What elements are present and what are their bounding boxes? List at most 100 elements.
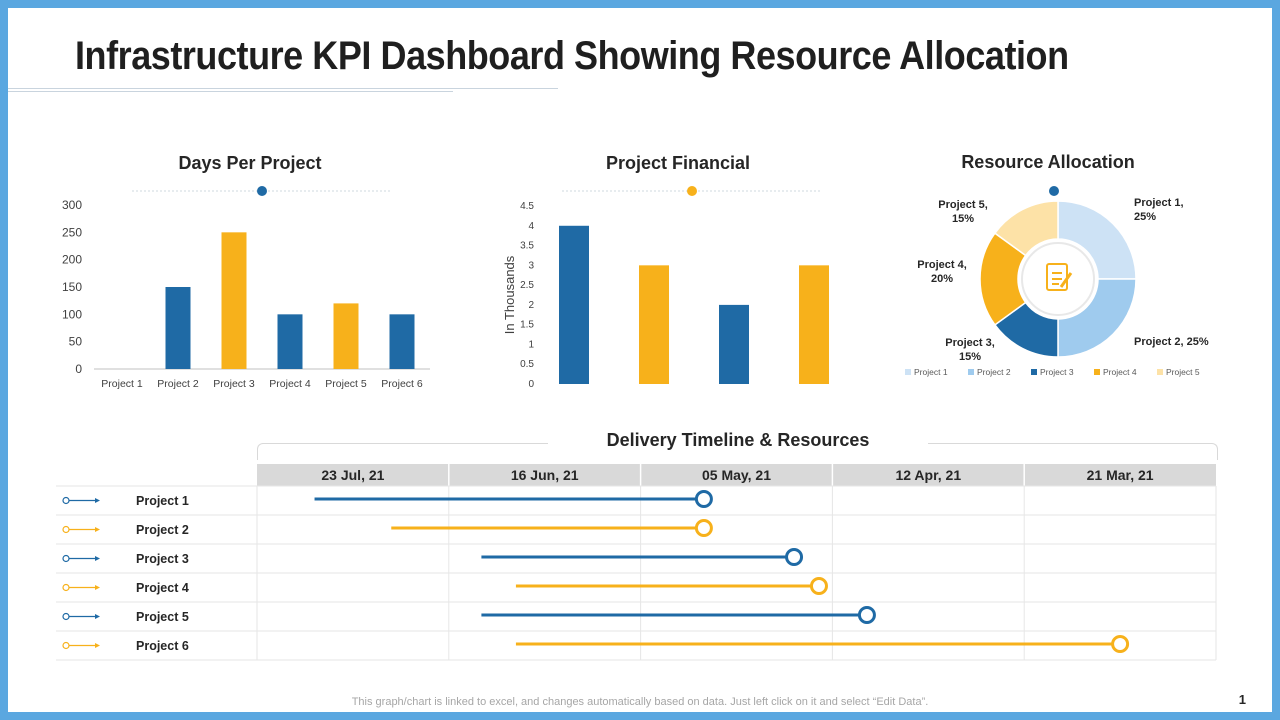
y-tick-label: 0 — [528, 379, 534, 390]
row-marker-dot — [62, 525, 70, 534]
bar-1 — [559, 225, 589, 384]
column-header: 23 Jul, 21 — [321, 467, 384, 483]
column-header: 05 May, 21 — [702, 467, 771, 483]
row-label: Project 4 — [136, 581, 189, 595]
bar-2 — [639, 265, 669, 384]
legend-swatch — [968, 369, 974, 375]
slice-project-1 — [1057, 200, 1137, 280]
slice-project-5 — [993, 200, 1059, 257]
row-marker-arrow — [95, 614, 100, 619]
y-tick-label: 100 — [62, 307, 82, 321]
document-icon-pen — [1059, 272, 1073, 288]
row-label: Project 2 — [136, 523, 189, 537]
row-label: Project 3 — [136, 552, 189, 566]
x-tick-label: Project 3 — [213, 378, 255, 390]
legend-swatch — [905, 369, 911, 375]
x-tick-label: Project 2 — [157, 378, 199, 390]
column-header: 21 Mar, 21 — [1087, 467, 1154, 483]
data-label-5: Project 5, 15% — [938, 199, 988, 225]
bar-4 — [799, 265, 829, 384]
legend-label: Project 2 — [977, 367, 1011, 377]
row-marker-arrow — [95, 643, 100, 648]
row-marker-dot — [62, 612, 70, 621]
resource-allocation-chart[interactable]: Project 1, 25% Project 2, 25% Project 3, 15%… — [888, 173, 1248, 413]
days-per-project-title: Days Per Project — [178, 153, 322, 173]
page-number: 1 — [1238, 692, 1246, 707]
y-tick-label: 50 — [69, 335, 83, 349]
y-tick-label: 2.5 — [520, 280, 534, 291]
row-label: Project 5 — [136, 610, 189, 624]
timeline-end-marker-5 — [857, 606, 876, 624]
timeline-title: Delivery Timeline & Resources — [548, 430, 928, 451]
bar-project-6 — [389, 314, 415, 369]
bar-project-3 — [221, 232, 247, 369]
title-marker-dot — [1049, 186, 1059, 196]
y-tick-label: 250 — [62, 225, 82, 239]
legend-label: Project 3 — [1040, 367, 1074, 377]
document-icon — [1046, 263, 1073, 291]
row-label: Project 1 — [136, 494, 189, 508]
row-marker-arrow — [95, 498, 100, 503]
title-underline — [8, 88, 558, 89]
title-marker-dot — [257, 186, 267, 196]
x-tick-label: Project 6 — [381, 378, 423, 390]
days-per-project-chart[interactable]: 0 50 100 150 200 250 300 Project 1 Project 2 Proj… — [48, 178, 448, 418]
data-label-3: Project 3, 15% — [945, 337, 995, 363]
timeline-header — [257, 464, 1216, 486]
y-tick-label: 3 — [528, 260, 534, 271]
legend-swatch — [1094, 369, 1100, 375]
timeline-end-marker-3 — [785, 548, 804, 566]
data-label-4: Project 4, 20% — [917, 259, 967, 285]
bar-project-4 — [277, 314, 303, 369]
y-tick-label: 1.5 — [520, 320, 534, 331]
column-header: 12 Apr, 21 — [895, 467, 961, 483]
legend-swatch — [1031, 369, 1037, 375]
timeline-end-marker-2 — [694, 519, 713, 537]
row-marker-dot — [62, 583, 70, 592]
title-marker-dot — [687, 186, 697, 196]
row-label: Project 6 — [136, 639, 189, 653]
bar-project-5 — [333, 303, 359, 369]
data-label-1: Project 1, 25% — [1134, 197, 1184, 223]
y-tick-label: 2 — [528, 300, 534, 311]
page-title: Infrastructure KPI Dashboard Showing Res… — [75, 34, 1069, 78]
row-marker-arrow — [95, 556, 100, 561]
legend-label: Project 1 — [914, 367, 948, 377]
project-financial-chart[interactable]: 0 0.5 1 1.5 2 2.5 3 3.5 4 4.5 In Thousands — [478, 178, 878, 418]
x-tick-label: Project 5 — [325, 378, 367, 390]
y-tick-label: 1 — [528, 339, 534, 350]
legend-swatch — [1157, 369, 1163, 375]
timeline-end-marker-6 — [1111, 635, 1130, 653]
slice-project-2 — [1057, 278, 1137, 358]
bar-project-2 — [165, 287, 191, 369]
column-header: 16 Jun, 21 — [511, 467, 579, 483]
y-tick-label: 0.5 — [520, 359, 534, 370]
slide: Infrastructure KPI Dashboard Showing Res… — [8, 8, 1272, 712]
legend-label: Project 4 — [1103, 367, 1137, 377]
bar-3 — [719, 304, 749, 384]
project-financial-title: Project Financial — [605, 153, 751, 173]
timeline-end-marker-4 — [809, 577, 828, 595]
legend-label: Project 5 — [1166, 367, 1200, 377]
y-tick-label: 4 — [528, 221, 534, 232]
data-label-2: Project 2, 25% — [1134, 336, 1209, 348]
y-tick-label: 3.5 — [520, 241, 534, 252]
row-marker-arrow — [95, 585, 100, 590]
x-tick-label: Project 4 — [269, 378, 311, 390]
row-marker-dot — [62, 496, 70, 505]
y-tick-label: 4.5 — [520, 201, 534, 212]
y-tick-label: 200 — [62, 253, 82, 267]
y-tick-label: 150 — [62, 280, 82, 294]
x-tick-label: Project 1 — [101, 378, 143, 390]
row-marker-dot — [62, 641, 70, 650]
footer-note: This graph/chart is linked to excel, and… — [351, 696, 929, 708]
timeline-end-marker-1 — [694, 490, 713, 508]
row-marker-arrow — [95, 527, 100, 532]
y-tick-label: 0 — [75, 362, 82, 376]
row-marker-dot — [62, 554, 70, 563]
y-tick-label: 300 — [62, 198, 82, 212]
y-axis-title: In Thousands — [502, 255, 517, 334]
delivery-timeline-chart[interactable]: 23 Jul, 21 16 Jun, 21 05 May, 21 12 Apr, 21… — [8, 458, 1272, 678]
title-underline-2 — [8, 91, 453, 92]
resource-allocation-title: Resource Allocation — [961, 152, 1135, 172]
